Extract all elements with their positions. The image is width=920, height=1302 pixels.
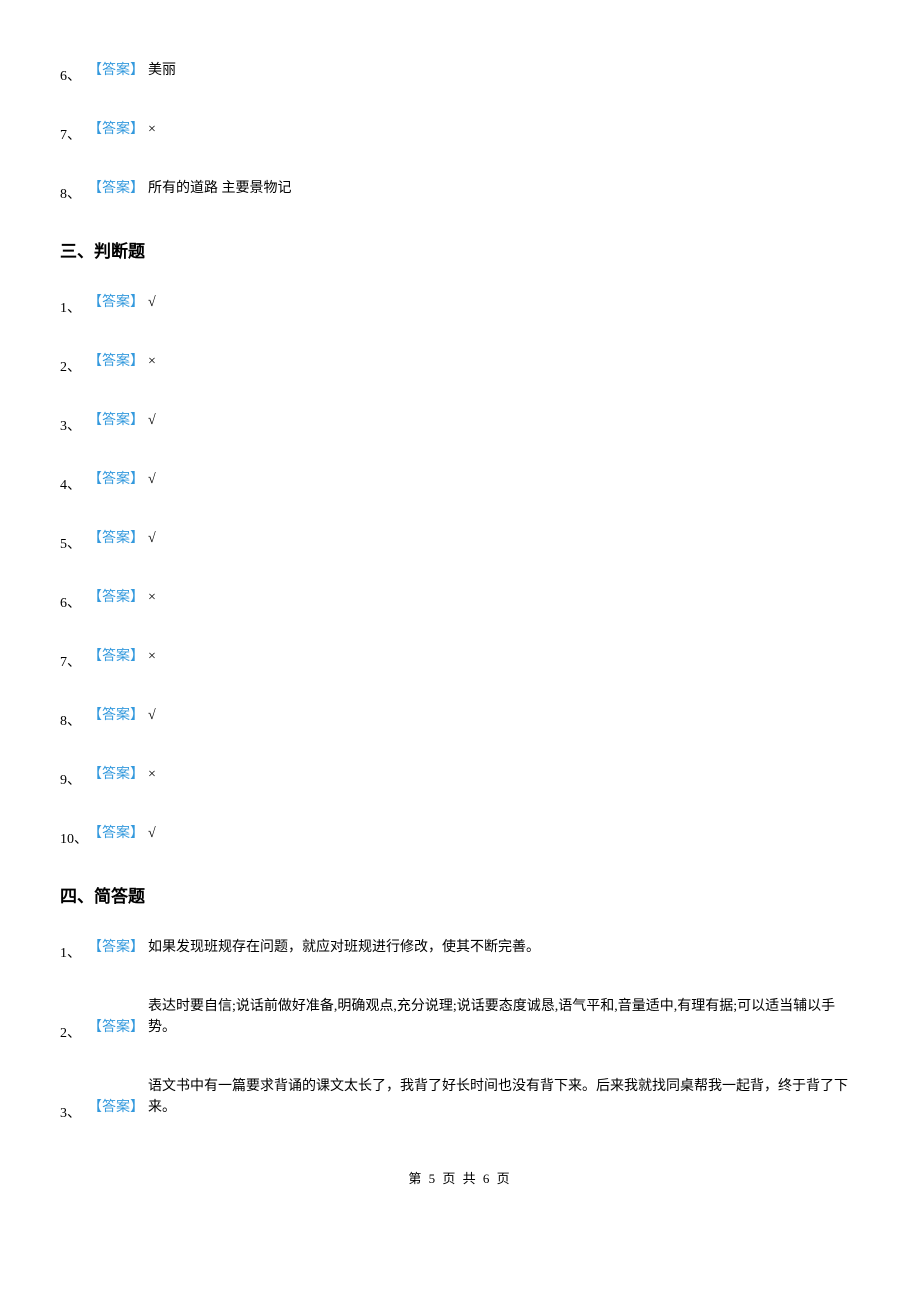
answer-label: 【答案】 — [88, 469, 144, 490]
answer-label: 【答案】 — [88, 823, 144, 844]
section-b-judgment: 1、 【答案】 √ 2、 【答案】 × 3、 【答案】 √ 4、 【答案】 √ … — [60, 292, 860, 844]
answer-item: 2、 【答案】 × — [60, 351, 860, 372]
answer-item: 10、 【答案】 √ — [60, 823, 860, 844]
item-number: 8、 — [60, 711, 88, 732]
answer-label: 【答案】 — [88, 292, 144, 313]
answer-label: 【答案】 — [88, 587, 144, 608]
answer-value: × — [148, 646, 156, 667]
answer-value: × — [148, 587, 156, 608]
answer-item: 9、 【答案】 × — [60, 764, 860, 785]
answer-value: × — [148, 119, 156, 140]
answer-label: 【答案】 — [88, 937, 144, 958]
item-number: 7、 — [60, 652, 88, 673]
section-c-title: 四、简答题 — [60, 882, 860, 907]
answer-value: √ — [148, 410, 156, 431]
answer-value: √ — [148, 823, 156, 844]
item-number: 8、 — [60, 184, 88, 205]
item-number: 2、 — [60, 1023, 88, 1044]
answer-value: √ — [148, 292, 156, 313]
item-number: 3、 — [60, 1103, 88, 1124]
answer-item: 3、 【答案】 √ — [60, 410, 860, 431]
answer-label: 【答案】 — [88, 410, 144, 431]
answer-label: 【答案】 — [88, 528, 144, 549]
answer-value: 语文书中有一篇要求背诵的课文太长了，我背了好长时间也没有背下来。后来我就找同桌帮… — [148, 1076, 860, 1118]
answer-value: √ — [148, 528, 156, 549]
answer-value: × — [148, 764, 156, 785]
answer-label: 【答案】 — [88, 178, 144, 199]
section-c-short-answer: 1、 【答案】 如果发现班规存在问题，就应对班规进行修改，使其不断完善。 2、 … — [60, 937, 860, 1118]
answer-value: √ — [148, 469, 156, 490]
answer-label: 【答案】 — [88, 1017, 144, 1038]
answer-label: 【答案】 — [88, 705, 144, 726]
answer-item: 5、 【答案】 √ — [60, 528, 860, 549]
answer-item: 7、 【答案】 × — [60, 119, 860, 140]
answer-item: 8、 【答案】 所有的道路 主要景物记 — [60, 178, 860, 199]
answer-label: 【答案】 — [88, 646, 144, 667]
item-number: 3、 — [60, 416, 88, 437]
answer-item: 6、 【答案】 × — [60, 587, 860, 608]
answer-label: 【答案】 — [88, 764, 144, 785]
item-number: 5、 — [60, 534, 88, 555]
answer-item: 3、 【答案】 语文书中有一篇要求背诵的课文太长了，我背了好长时间也没有背下来。… — [60, 1076, 860, 1118]
answer-label: 【答案】 — [88, 351, 144, 372]
answer-value: × — [148, 351, 156, 372]
answer-label: 【答案】 — [88, 1097, 144, 1118]
item-number: 6、 — [60, 593, 88, 614]
answer-value: 所有的道路 主要景物记 — [148, 178, 292, 199]
answer-item: 4、 【答案】 √ — [60, 469, 860, 490]
item-number: 9、 — [60, 770, 88, 791]
page-footer: 第 5 页 共 6 页 — [60, 1168, 860, 1187]
item-number: 7、 — [60, 125, 88, 146]
answer-item: 1、 【答案】 √ — [60, 292, 860, 313]
section-a-continuation: 6、 【答案】 美丽 7、 【答案】 × 8、 【答案】 所有的道路 主要景物记 — [60, 60, 860, 199]
answer-item: 6、 【答案】 美丽 — [60, 60, 860, 81]
answer-value: 如果发现班规存在问题，就应对班规进行修改，使其不断完善。 — [148, 937, 540, 958]
item-number: 4、 — [60, 475, 88, 496]
item-number: 1、 — [60, 943, 88, 964]
answer-value: √ — [148, 705, 156, 726]
answer-item: 7、 【答案】 × — [60, 646, 860, 667]
item-number: 1、 — [60, 298, 88, 319]
item-number: 6、 — [60, 66, 88, 87]
item-number: 2、 — [60, 357, 88, 378]
answer-item: 1、 【答案】 如果发现班规存在问题，就应对班规进行修改，使其不断完善。 — [60, 937, 860, 958]
answer-item: 2、 【答案】 表达时要自信;说话前做好准备,明确观点,充分说理;说话要态度诚恳… — [60, 996, 860, 1038]
answer-value: 表达时要自信;说话前做好准备,明确观点,充分说理;说话要态度诚恳,语气平和,音量… — [148, 996, 860, 1038]
section-b-title: 三、判断题 — [60, 237, 860, 262]
answer-item: 8、 【答案】 √ — [60, 705, 860, 726]
item-number: 10、 — [60, 829, 88, 850]
answer-label: 【答案】 — [88, 60, 144, 81]
answer-value: 美丽 — [148, 60, 176, 81]
answer-label: 【答案】 — [88, 119, 144, 140]
